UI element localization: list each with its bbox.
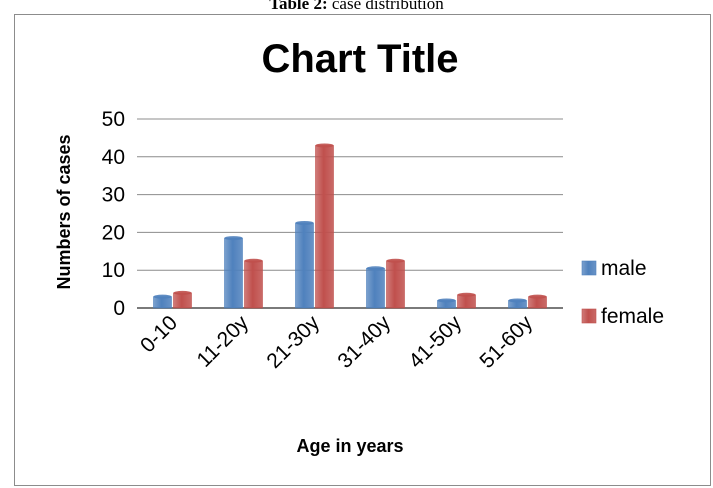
y-tick-label: 10 [102,259,125,282]
bar-top [244,258,263,263]
bar-top [528,294,547,299]
caption-text: case distribution [327,0,444,13]
x-tick-label: 0-10 [136,311,182,357]
bar-top [315,143,334,148]
table-caption: Table 2: case distribution [0,0,713,14]
bar-female [457,292,476,309]
bar-top [457,292,476,297]
x-tick-label: 51-60y [475,311,537,373]
bar-top [386,258,405,263]
bar-male-2 [295,222,314,309]
y-tick-label: 20 [102,221,125,244]
chart-title: Chart Title [261,37,458,81]
y-tick-label: 50 [102,108,125,131]
bar-female-0 [173,292,192,309]
bar-top [224,236,243,241]
bar-male [153,294,172,309]
y-tick-label: 0 [113,297,125,320]
bar-male-1 [224,237,243,309]
bars [153,143,547,309]
bar-top [437,298,456,303]
bar-male [437,298,456,309]
bar-female [528,294,547,309]
legend-swatch-female [581,308,597,324]
x-tick-label: 41-50y [404,311,466,373]
legend-swatch-male [581,260,597,276]
legend-label-male: male [601,257,647,280]
bar-male-3 [366,268,385,309]
gridlines [137,118,563,309]
x-tick-label: 31-40y [333,311,395,373]
x-axis-title: Age in years [296,436,403,456]
y-axis-title: Numbers of cases [54,134,74,289]
bar-top [508,298,527,303]
bar-male [295,220,314,309]
y-tick-label: 40 [102,146,125,169]
chart-frame [14,14,711,486]
bar-female-2 [315,145,334,309]
legend-label-female: female [601,305,664,328]
bar-female-1 [244,260,263,309]
bar-male [508,298,527,309]
bar-male [224,236,243,309]
bar-female [386,258,405,309]
bar-top [295,220,314,225]
bar-top [153,294,172,299]
bar-female [173,290,192,309]
bar-female [244,258,263,309]
bar-male [366,266,385,309]
bar-top [173,290,192,295]
x-tick-label: 11-20y [192,311,253,372]
bar-female-3 [386,260,405,309]
legend: male female [581,257,664,328]
x-tick-label: 21-30y [262,311,324,373]
bar-female [315,143,334,309]
y-tick-label: 30 [102,184,125,207]
caption-prefix: Table 2: [269,0,328,13]
bar-top [366,266,385,271]
